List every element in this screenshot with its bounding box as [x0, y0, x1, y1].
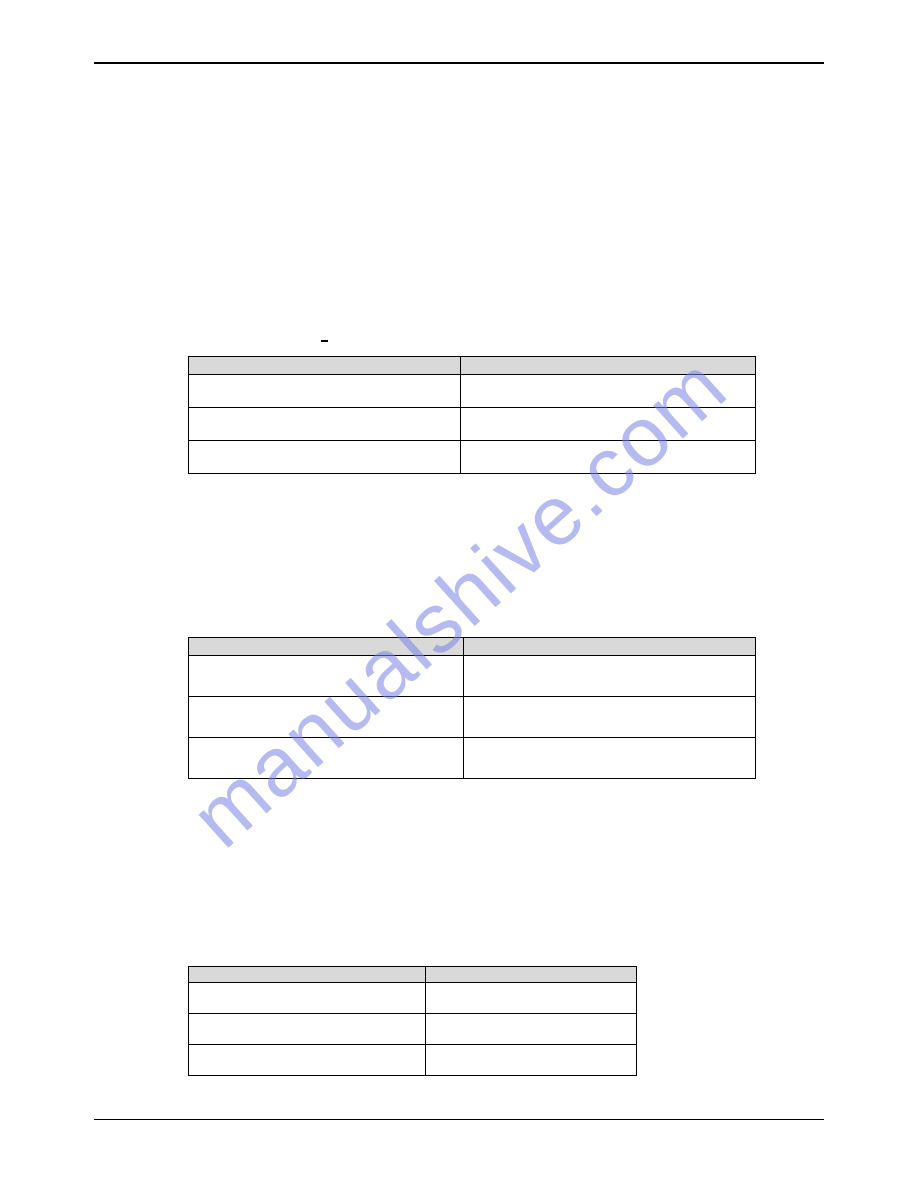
table-cell — [189, 656, 464, 697]
table-header-cell — [426, 967, 637, 983]
table-row — [189, 357, 756, 375]
table-cell — [189, 1014, 426, 1045]
table-2 — [188, 637, 756, 779]
table-3 — [188, 966, 637, 1076]
table-header-cell — [189, 638, 464, 656]
table-cell — [461, 408, 756, 441]
table-row — [189, 375, 756, 408]
table-row — [189, 656, 756, 697]
table-row — [189, 638, 756, 656]
header-rule — [94, 62, 824, 64]
table-cell — [189, 1045, 426, 1076]
table-header-cell — [461, 357, 756, 375]
table-header-cell — [189, 357, 461, 375]
dash-mark — [321, 340, 328, 342]
table-row — [189, 967, 637, 983]
table-cell — [461, 441, 756, 474]
table-cell — [426, 1045, 637, 1076]
table-1 — [188, 356, 756, 474]
table-cell — [189, 441, 461, 474]
page: manualshive.com — [94, 0, 824, 1188]
table-cell — [464, 656, 756, 697]
footer-rule — [94, 1119, 824, 1120]
table-cell — [189, 375, 461, 408]
table-cell — [461, 375, 756, 408]
table-row — [189, 1014, 637, 1045]
table-row — [189, 408, 756, 441]
table-cell — [426, 1014, 637, 1045]
table-header-cell — [464, 638, 756, 656]
table-row — [189, 983, 637, 1014]
table-row — [189, 697, 756, 738]
table-cell — [464, 697, 756, 738]
table-cell — [426, 983, 637, 1014]
table-header-cell — [189, 967, 426, 983]
table-cell — [464, 738, 756, 779]
table-cell — [189, 697, 464, 738]
table-row — [189, 441, 756, 474]
table-cell — [189, 408, 461, 441]
table-cell — [189, 983, 426, 1014]
table-cell — [189, 738, 464, 779]
table-row — [189, 1045, 637, 1076]
table-row — [189, 738, 756, 779]
